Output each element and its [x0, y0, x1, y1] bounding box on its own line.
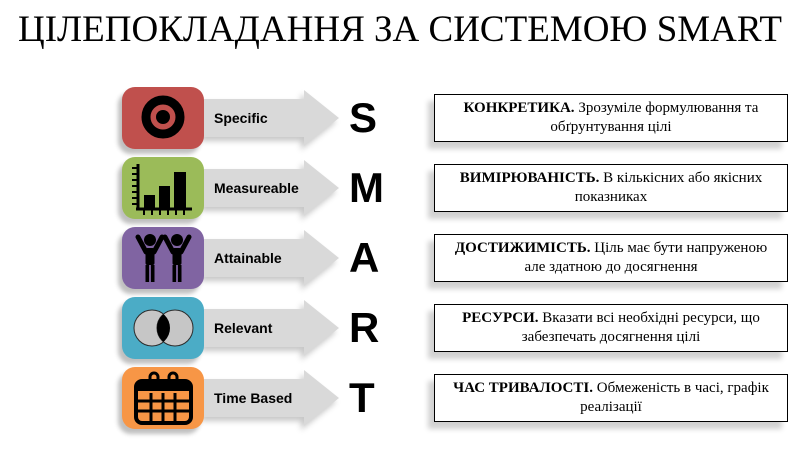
smart-letter-a: A — [349, 234, 380, 281]
definition-heading: РЕСУРСИ. — [462, 309, 539, 326]
arrow-label: Time Based — [214, 390, 293, 406]
page-title: ЦІЛЕПОКЛАДАННЯ ЗА СИСТЕМОЮ SMART — [18, 9, 782, 50]
time-based-arrow: Time Based — [204, 369, 340, 427]
smart-letter-r: R — [349, 304, 380, 351]
venn-diagram-icon — [122, 297, 204, 359]
arrow-label: Relevant — [214, 320, 273, 336]
definition-text: ДОСТИЖИМІСТЬ. Ціль має бути напруженою а… — [443, 239, 779, 278]
calendar-icon — [122, 367, 204, 429]
arrow-label: Specific — [214, 110, 268, 126]
definition-description: Обмеженість в часі, графік реалізації — [580, 379, 769, 416]
specific-arrow: Specific — [204, 89, 340, 147]
definition-heading: ЧАС ТРИВАЛОСТІ. — [453, 379, 593, 396]
arrow-label: Measureable — [214, 180, 299, 196]
definition-description: Ціль має бути напруженою але здатною до … — [524, 239, 768, 276]
target-icon — [122, 87, 204, 149]
smart-letter-m: M — [349, 164, 384, 211]
arrow-label: Attainable — [214, 250, 282, 266]
smart-row-measureable: Measureable M ВИМІРЮВАНІСТЬ. В кількісни… — [122, 153, 792, 223]
smart-letter-t: T — [349, 374, 375, 421]
definition-heading: ВИМІРЮВАНІСТЬ. — [459, 169, 600, 186]
definition-heading: КОНКРЕТИКА. — [463, 99, 575, 116]
measureable-arrow: Measureable — [204, 159, 340, 217]
definition-text: ВИМІРЮВАНІСТЬ. В кількісних або якісних … — [443, 169, 779, 208]
definition-text: ЧАС ТРИВАЛОСТІ. Обмеженість в часі, граф… — [443, 379, 779, 418]
relevant-arrow: Relevant — [204, 299, 340, 357]
people-icon — [122, 227, 204, 289]
definition-box-specific: КОНКРЕТИКА. Зрозуміле формулювання та об… — [434, 94, 788, 142]
smart-row-relevant: Relevant R РЕСУРСИ. Вказати всі необхідн… — [122, 293, 792, 363]
definition-heading: ДОСТИЖИМІСТЬ. — [454, 239, 591, 256]
bar-chart-icon — [122, 157, 204, 219]
definition-text: РЕСУРСИ. Вказати всі необхідні ресурси, … — [443, 309, 779, 348]
smart-row-time-based: Time Based T ЧАС ТРИВАЛОСТІ. Обмеженість… — [122, 363, 792, 433]
attainable-arrow: Attainable — [204, 229, 340, 287]
definition-box-measureable: ВИМІРЮВАНІСТЬ. В кількісних або якісних … — [434, 164, 788, 212]
smart-rows: Specific S КОНКРЕТИКА. Зрозуміле формулю… — [122, 83, 792, 433]
definition-description: В кількісних або якісних показниках — [574, 169, 763, 206]
smart-letter-s: S — [349, 94, 378, 141]
smart-row-specific: Specific S КОНКРЕТИКА. Зрозуміле формулю… — [122, 83, 792, 153]
definition-box-attainable: ДОСТИЖИМІСТЬ. Ціль має бути напруженою а… — [434, 234, 788, 282]
definition-text: КОНКРЕТИКА. Зрозуміле формулювання та об… — [443, 99, 779, 138]
definition-box-time-based: ЧАС ТРИВАЛОСТІ. Обмеженість в часі, граф… — [434, 374, 788, 422]
definition-description: Зрозуміле формулювання та обґрунтування … — [550, 99, 759, 136]
definition-box-relevant: РЕСУРСИ. Вказати всі необхідні ресурси, … — [434, 304, 788, 352]
definition-description: Вказати всі необхідні ресурси, що забезп… — [521, 309, 760, 346]
smart-row-attainable: Attainable A ДОСТИЖИМІСТЬ. Ціль має бути… — [122, 223, 792, 293]
